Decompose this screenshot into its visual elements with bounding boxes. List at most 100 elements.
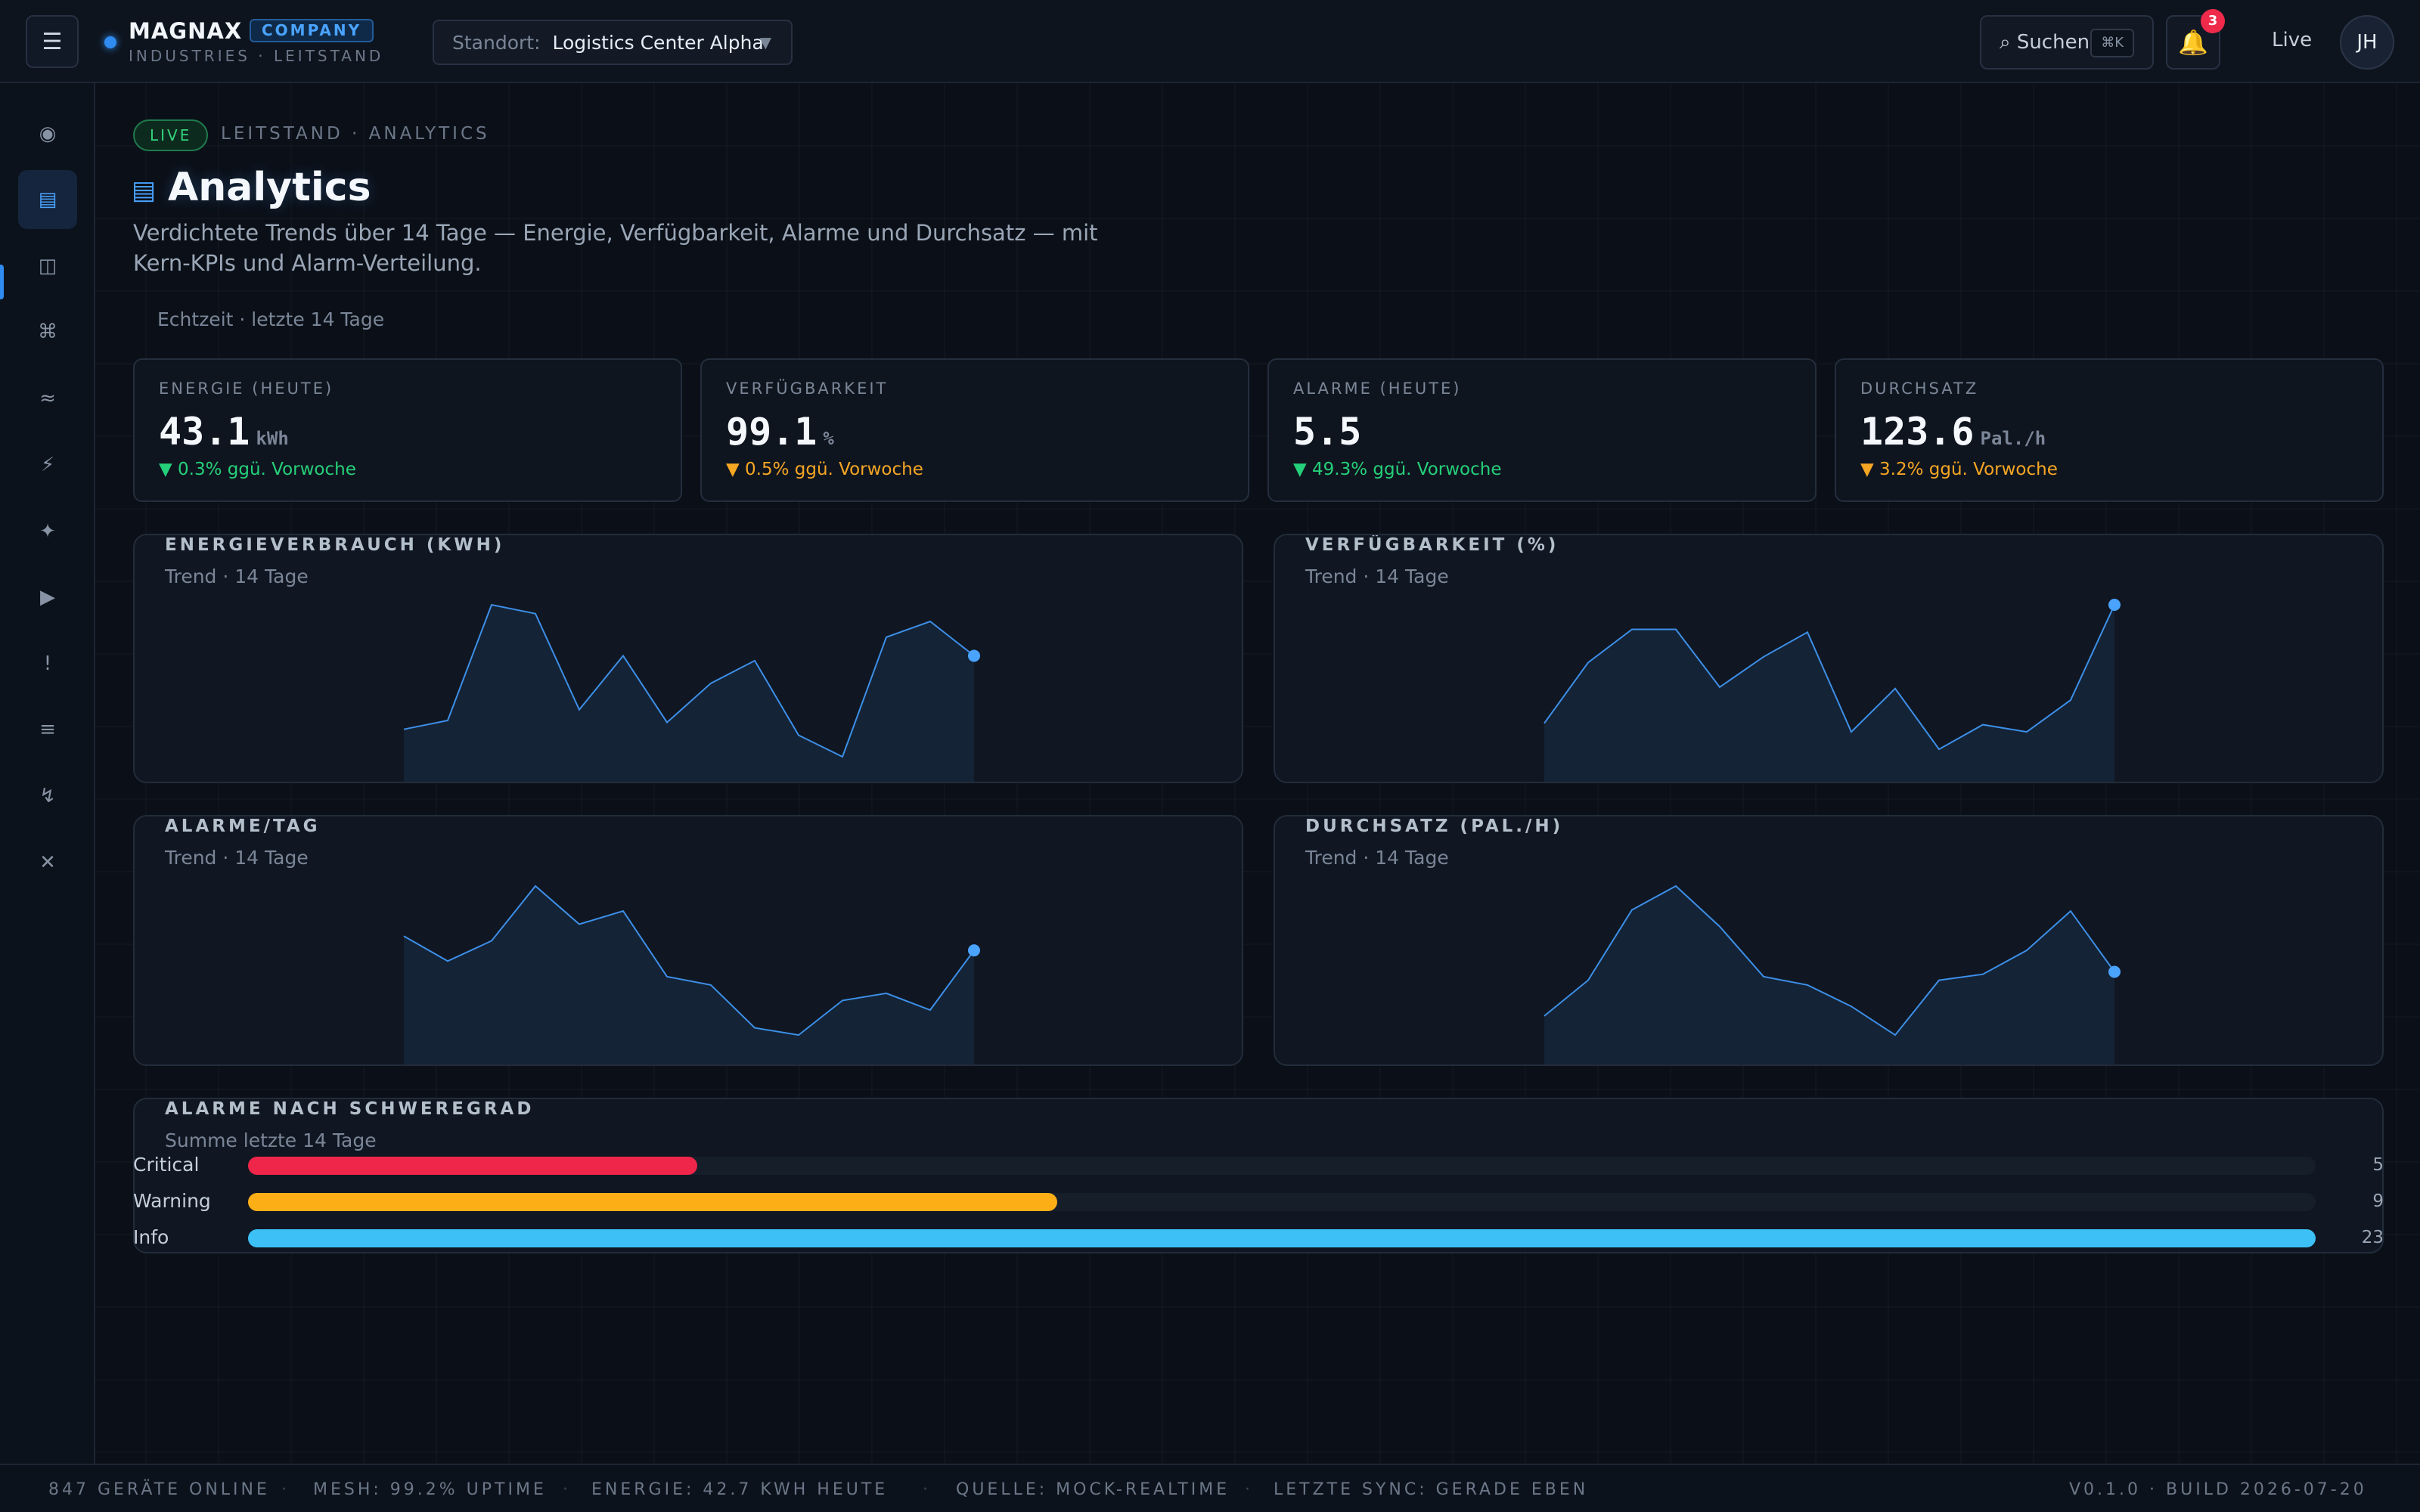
site-selector[interactable]: Standort: Logistics Center Alpha ▼ xyxy=(433,20,793,65)
chart-point xyxy=(579,709,580,710)
sidebar-item-play[interactable]: ▶ xyxy=(18,568,77,627)
kpi-unit: Pal./h xyxy=(1980,428,2046,449)
chart-point xyxy=(842,757,843,758)
kpi-value: 5.5 xyxy=(1293,410,1362,454)
brand-name: MAGNAX xyxy=(129,18,243,44)
live-toggle[interactable]: Live xyxy=(2272,29,2313,51)
chart-series-line xyxy=(403,885,975,1036)
chart-panel-throughput: DURCHSATZ (PAL./H) Trend · 14 Tage xyxy=(1274,815,2384,1066)
chart-latest-point xyxy=(968,944,980,957)
sidebar-item-energy[interactable]: ⚡ xyxy=(18,435,77,494)
severity-label-info: Info xyxy=(133,1226,169,1248)
chart-point xyxy=(1588,662,1589,663)
chart-point xyxy=(1676,886,1677,887)
chart-point xyxy=(667,722,668,723)
sidebar-item-alerts[interactable]: ! xyxy=(18,634,77,693)
sidebar-item-waves[interactable]: ≈ xyxy=(18,369,77,428)
chart-point xyxy=(1851,732,1852,733)
chart-panel-availability: VERFÜGBARKEIT (%) Trend · 14 Tage xyxy=(1274,534,2384,783)
sidebar-item-bolt[interactable]: ↯ xyxy=(18,767,77,826)
list-icon: ≡ xyxy=(39,718,56,741)
kpi-trend: ▼ 0.5% ggü. Vorwoche xyxy=(726,460,923,479)
search-button[interactable]: ⌕ Suchen ⌘K xyxy=(1980,15,2154,70)
chart-point xyxy=(623,655,624,656)
chart-point xyxy=(842,1000,843,1001)
chart-point xyxy=(404,936,405,937)
kpi-card-alarms: ALARME (HEUTE) 5.5 ▼ 49.3% ggü. Vorwoche xyxy=(1267,358,1817,502)
severity-bar-critical xyxy=(248,1157,698,1175)
top-header: ☰ MAGNAX COMPANY INDUSTRIES · LEITSTAND … xyxy=(0,0,2420,83)
waves-icon: ≈ xyxy=(39,387,56,410)
energy-icon: ⚡ xyxy=(40,454,55,476)
chart-point xyxy=(930,621,931,622)
chart-title: ENERGIEVERBRAUCH (KWH) xyxy=(165,535,505,555)
kpi-value: 99.1% xyxy=(726,410,834,454)
chart-latest-point xyxy=(968,649,980,662)
severity-panel: ALARME NACH SCHWEREGRAD Summe letzte 14 … xyxy=(133,1098,2384,1253)
sidebar-item-close[interactable]: ✕ xyxy=(18,833,77,892)
chart-series-line xyxy=(403,603,975,758)
footer-mesh: MESH: 99.2% UPTIME xyxy=(313,1480,547,1499)
sidebar-item-dashboard[interactable]: ◉ xyxy=(18,104,77,163)
severity-count-critical: 5 xyxy=(2372,1155,2384,1175)
chart-subtitle: Trend · 14 Tage xyxy=(1305,847,1449,869)
sidebar-item-layout[interactable]: ◫ xyxy=(18,237,77,296)
kpi-label: ENERGIE (HEUTE) xyxy=(159,380,334,398)
bolt-icon: ↯ xyxy=(39,785,56,807)
chart-point xyxy=(404,729,405,730)
throughput-trend-chart xyxy=(1544,885,2121,1064)
severity-subtitle: Summe letzte 14 Tage xyxy=(165,1129,377,1151)
sidebar-item-list[interactable]: ≡ xyxy=(18,700,77,759)
site-label: Standort: xyxy=(452,31,541,54)
chart-point xyxy=(1983,724,1984,725)
sidebar-item-analytics[interactable]: ▤ xyxy=(18,170,77,229)
chart-title: ALARME/TAG xyxy=(165,816,321,836)
analytics-title-icon: ▤ xyxy=(132,175,157,206)
chart-area xyxy=(1544,605,2114,782)
chart-title: DURCHSATZ (PAL./H) xyxy=(1305,816,1564,836)
layout-icon: ◫ xyxy=(38,255,57,277)
energy-trend-chart xyxy=(403,603,980,782)
search-shortcut: ⌘K xyxy=(2090,29,2134,57)
command-icon: ⌘ xyxy=(38,321,57,343)
chart-point xyxy=(1676,629,1677,630)
severity-track-info xyxy=(248,1229,2316,1247)
kpi-label: VERFÜGBARKEIT xyxy=(726,380,889,398)
chart-series-line xyxy=(1544,885,2115,1036)
menu-button[interactable]: ☰ xyxy=(26,15,79,68)
sidebar: ◉ ▤ ◫ ⌘ ≈ ⚡ ✦ ▶ ! ≡ ↯ ✕ xyxy=(0,83,95,1464)
chart-point xyxy=(2027,950,2028,951)
kpi-unit: kWh xyxy=(256,428,289,449)
chart-point xyxy=(535,886,536,887)
kpi-card-throughput: DURCHSATZ 123.6 Pal./h ▼ 3.2% ggü. Vorwoc… xyxy=(1835,358,2384,502)
chart-point xyxy=(1895,1035,1896,1036)
kpi-trend: ▼ 3.2% ggü. Vorwoche xyxy=(1860,460,2058,479)
chart-point xyxy=(1807,984,1808,985)
chart-point xyxy=(1851,1006,1852,1007)
chart-area xyxy=(404,605,974,782)
severity-track-warning xyxy=(248,1193,2316,1211)
chart-point xyxy=(579,924,580,925)
chart-point xyxy=(1939,749,1940,750)
time-range-label: Echtzeit · letzte 14 Tage xyxy=(157,308,385,330)
chart-area xyxy=(404,886,974,1064)
kpi-label: DURCHSATZ xyxy=(1860,380,1979,398)
sidebar-item-command[interactable]: ⌘ xyxy=(18,302,77,361)
severity-bar-warning xyxy=(248,1193,1057,1211)
page-title: Analytics xyxy=(168,165,371,210)
chart-point xyxy=(1544,1015,1545,1016)
severity-track-critical xyxy=(248,1157,2316,1175)
search-label: ⌕ Suchen xyxy=(2000,30,2090,54)
severity-label-critical: Critical xyxy=(133,1154,200,1176)
kpi-label: ALARME (HEUTE) xyxy=(1293,380,1462,398)
chart-point xyxy=(711,984,712,985)
kpi-card-energy: ENERGIE (HEUTE) 43.1 kWh ▼ 0.3% ggü. Vorw… xyxy=(133,358,682,502)
page-description: Verdichtete Trends über 14 Tage — Energi… xyxy=(133,220,1098,276)
sidebar-item-sparkle[interactable]: ✦ xyxy=(18,502,77,561)
brand-status-dot xyxy=(104,36,116,48)
user-avatar[interactable]: JH xyxy=(2340,15,2394,70)
chart-point xyxy=(1588,980,1589,981)
chart-point xyxy=(1939,980,1940,981)
sparkle-icon: ✦ xyxy=(39,520,56,543)
chart-point xyxy=(1807,632,1808,633)
